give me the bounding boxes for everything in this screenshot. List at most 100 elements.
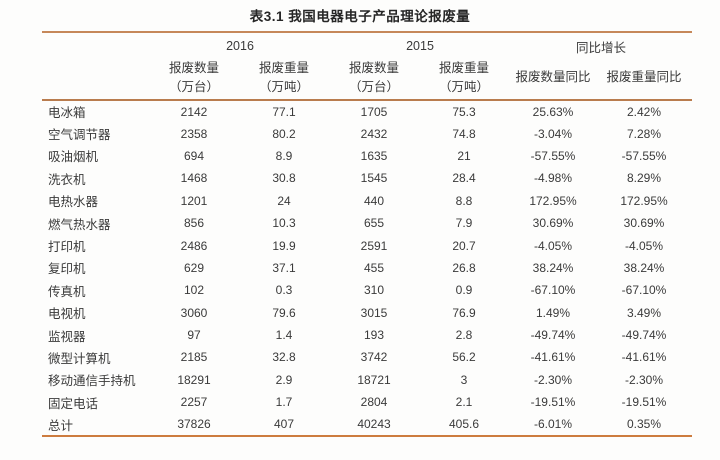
table-row: 电视机 3060 79.6 3015 76.9 1.49% 3.49% [42, 302, 692, 324]
header-2016-quantity: 报废数量 （万台） [150, 56, 238, 101]
cell-2016-weight: 24 [277, 193, 291, 208]
column-group-2016: 2016 [226, 39, 254, 53]
cell-2015-quantity: 1635 [360, 148, 388, 163]
cell-2015-weight: 0.9 [455, 283, 473, 298]
cell-2016-quantity: 18291 [177, 372, 211, 387]
cell-2015-weight: 26.8 [452, 260, 476, 275]
sub-header-row: 报废数量 （万台） 报废重量 （万吨） 报废数量 （万台） 报废重量 （万吨） … [42, 56, 693, 101]
scrap-volume-table: 2016 2015 同比增长 报废数量 （万台） 报废重量 （万吨） 报废数量 … [42, 31, 693, 437]
row-label: 传真机 [48, 284, 86, 299]
cell-2015-quantity: 1705 [360, 104, 388, 119]
header-line: 报废数量同比 [515, 70, 591, 84]
cell-2016-quantity: 97 [187, 328, 201, 343]
row-label: 打印机 [48, 240, 86, 255]
row-label: 微型计算机 [48, 351, 111, 366]
header-line: 报废数量 [168, 60, 219, 75]
cell-2016-weight: 407 [273, 417, 295, 432]
cell-yoy-quantity: -19.51% [530, 395, 576, 410]
cell-yoy-quantity: -6.01% [533, 417, 573, 432]
row-label: 复印机 [48, 262, 86, 277]
cell-2016-weight: 79.6 [272, 305, 296, 320]
header-yoy-weight: 报废重量同比 [596, 56, 693, 101]
table-row: 电冰箱 2142 77.1 1705 75.3 25.63% 2.42% [42, 100, 692, 122]
header-unit: （万台） [168, 79, 219, 94]
cell-yoy-quantity: -3.04% [533, 126, 573, 141]
row-label: 电热水器 [48, 195, 99, 210]
corner-cell [42, 32, 150, 56]
cell-yoy-quantity: 30.69% [532, 216, 574, 231]
cell-2015-quantity: 3015 [360, 305, 388, 320]
cell-2015-quantity: 455 [363, 260, 385, 275]
column-group-row: 2016 2015 同比增长 [42, 32, 692, 56]
cell-2015-quantity: 440 [363, 193, 385, 208]
cell-2015-quantity: 1545 [360, 171, 388, 186]
cell-2015-weight: 20.7 [452, 238, 476, 253]
table-row: 空气调节器 2358 80.2 2432 74.8 -3.04% 7.28% [42, 122, 692, 144]
table-row: 移动通信手持机 18291 2.9 18721 3 -2.30% -2.30% [42, 369, 692, 391]
header-2015-weight: 报废重量 （万吨） [418, 56, 510, 101]
cell-yoy-weight: 0.35% [626, 417, 662, 432]
cell-yoy-weight: -41.61% [621, 350, 667, 365]
cell-2015-weight: 75.3 [452, 104, 476, 119]
cell-2016-quantity: 2358 [180, 126, 208, 141]
cell-2016-weight: 1.7 [275, 395, 293, 410]
header-2015-quantity: 报废数量 （万台） [330, 56, 418, 101]
column-group-2015: 2015 [406, 39, 434, 53]
cell-yoy-weight: -2.30% [624, 372, 664, 387]
table-row: 总计 37826 407 40243 405.6 -6.01% 0.35% [42, 413, 692, 435]
cell-yoy-weight: -57.55% [621, 148, 667, 163]
cell-yoy-weight: 3.49% [626, 305, 662, 320]
cell-2015-weight: 7.9 [455, 216, 473, 231]
cell-2016-weight: 37.1 [272, 260, 296, 275]
cell-2015-weight: 21 [457, 148, 471, 163]
cell-yoy-quantity: -2.30% [533, 372, 573, 387]
cell-2015-weight: 2.1 [455, 395, 473, 410]
cell-yoy-quantity: 38.24% [532, 260, 574, 275]
header-unit: （万吨） [438, 79, 489, 94]
table-row: 固定电话 2257 1.7 2804 2.1 -19.51% -19.51% [42, 391, 692, 413]
cell-2016-quantity: 2185 [180, 350, 208, 365]
cell-yoy-weight: 2.42% [626, 104, 662, 119]
cell-2016-weight: 19.9 [272, 238, 296, 253]
table-row: 电热水器 1201 24 440 8.8 172.95% 172.95% [42, 190, 692, 212]
cell-2016-quantity: 2486 [180, 238, 208, 253]
cell-2015-quantity: 193 [363, 328, 385, 343]
table-row: 燃气热水器 856 10.3 655 7.9 30.69% 30.69% [42, 212, 692, 234]
cell-2016-weight: 8.9 [275, 148, 293, 163]
cell-yoy-weight: 8.29% [626, 171, 662, 186]
header-line: 报废数量 [348, 60, 399, 75]
column-group-yoy-growth: 同比增长 [576, 40, 627, 55]
row-label: 燃气热水器 [48, 217, 111, 232]
row-label: 移动通信手持机 [48, 374, 136, 389]
header-unit: （万吨） [258, 79, 309, 94]
cell-2016-weight: 10.3 [272, 216, 296, 231]
cell-yoy-quantity: -49.74% [530, 328, 576, 343]
cell-2015-weight: 405.6 [448, 417, 480, 432]
table-row: 洗衣机 1468 30.8 1545 28.4 -4.98% 8.29% [42, 167, 692, 189]
cell-2015-weight: 2.8 [455, 328, 473, 343]
table-row: 吸油烟机 694 8.9 1635 21 -57.55% -57.55% [42, 145, 692, 167]
cell-yoy-weight: 30.69% [623, 216, 665, 231]
cell-2016-weight: 0.3 [275, 283, 293, 298]
cell-2015-weight: 3 [460, 372, 468, 387]
header-yoy-quantity: 报废数量同比 [510, 56, 596, 101]
cell-2016-quantity: 856 [183, 216, 205, 231]
table-row: 微型计算机 2185 32.8 3742 56.2 -41.61% -41.61… [42, 346, 692, 368]
cell-yoy-weight: 7.28% [626, 126, 662, 141]
cell-2016-quantity: 102 [183, 283, 205, 298]
cell-2016-weight: 77.1 [272, 104, 296, 119]
cell-yoy-weight: 172.95% [620, 193, 668, 208]
cell-yoy-weight: 38.24% [623, 260, 665, 275]
cell-2016-weight: 80.2 [272, 126, 296, 141]
cell-yoy-quantity: 1.49% [535, 305, 571, 320]
cell-2016-quantity: 3060 [180, 305, 208, 320]
cell-yoy-quantity: 172.95% [529, 193, 577, 208]
header-line: 报废重量 [438, 60, 489, 75]
cell-2016-quantity: 629 [183, 260, 205, 275]
table-row: 复印机 629 37.1 455 26.8 38.24% 38.24% [42, 257, 692, 279]
table-row: 打印机 2486 19.9 2591 20.7 -4.05% -4.05% [42, 234, 692, 256]
cell-2015-weight: 28.4 [452, 171, 476, 186]
cell-yoy-weight: -19.51% [621, 395, 667, 410]
cell-yoy-quantity: -4.98% [533, 171, 573, 186]
table-header: 2016 2015 同比增长 报废数量 （万台） 报废重量 （万吨） 报废数量 … [42, 32, 693, 101]
